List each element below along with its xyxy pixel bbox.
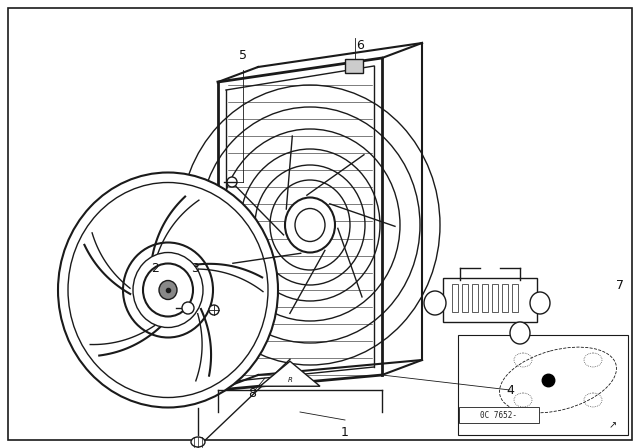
Text: 0C 7652-: 0C 7652- (481, 410, 518, 419)
FancyBboxPatch shape (452, 284, 458, 312)
Ellipse shape (143, 263, 193, 316)
Ellipse shape (295, 208, 325, 241)
Ellipse shape (510, 322, 530, 344)
FancyBboxPatch shape (502, 284, 508, 312)
Ellipse shape (123, 242, 213, 337)
Ellipse shape (424, 291, 446, 315)
Ellipse shape (285, 198, 335, 253)
FancyBboxPatch shape (462, 284, 468, 312)
Text: 6: 6 (356, 39, 364, 52)
Ellipse shape (133, 253, 203, 327)
Text: ↗: ↗ (609, 420, 617, 430)
Ellipse shape (182, 302, 194, 314)
Text: 4: 4 (506, 383, 514, 396)
Bar (459, 407, 539, 423)
Ellipse shape (227, 177, 237, 187)
Text: R: R (287, 377, 292, 383)
Ellipse shape (530, 292, 550, 314)
Polygon shape (260, 361, 320, 386)
FancyBboxPatch shape (345, 59, 363, 73)
Text: 3: 3 (191, 262, 199, 275)
Ellipse shape (209, 305, 219, 315)
Bar (458, 335, 628, 435)
Text: 8: 8 (248, 387, 256, 400)
FancyBboxPatch shape (472, 284, 478, 312)
FancyBboxPatch shape (512, 284, 518, 312)
Text: 1: 1 (341, 426, 349, 439)
Text: 5: 5 (239, 48, 247, 61)
Ellipse shape (191, 437, 205, 447)
FancyBboxPatch shape (443, 278, 537, 322)
Text: 7: 7 (616, 279, 624, 292)
FancyBboxPatch shape (482, 284, 488, 312)
Text: 2: 2 (151, 262, 159, 275)
FancyBboxPatch shape (492, 284, 498, 312)
Ellipse shape (58, 172, 278, 408)
Ellipse shape (159, 280, 177, 300)
